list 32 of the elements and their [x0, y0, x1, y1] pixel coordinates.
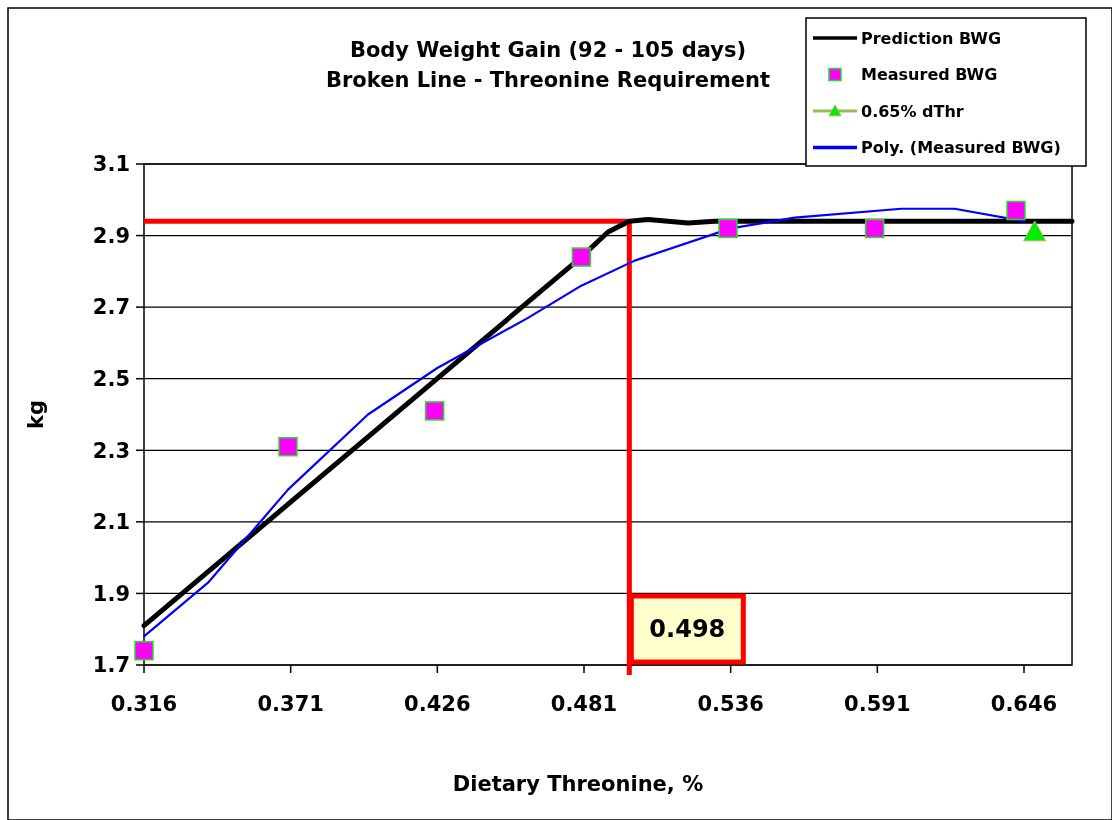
point — [278, 436, 298, 457]
y-tick-label: 3.1 — [92, 152, 130, 177]
legend-label: Measured BWG — [861, 65, 998, 85]
point — [1006, 200, 1026, 221]
x-tick-label: 0.371 — [257, 692, 324, 716]
ref-line-label: 0.498 — [649, 615, 726, 644]
y-tick-label: 2.9 — [92, 223, 130, 248]
y-tick-label: 1.7 — [92, 653, 130, 678]
x-tick-label: 0.536 — [697, 692, 764, 716]
x-tick-label: 0.316 — [110, 692, 178, 716]
point — [1023, 220, 1047, 242]
legend-label: 0.65% dThr — [861, 101, 964, 121]
y-tick-label: 2.7 — [92, 295, 130, 320]
y-tick-label: 1.9 — [92, 581, 130, 606]
x-tick-label: 0.426 — [404, 692, 471, 716]
legend-label: Prediction BWG — [861, 28, 1002, 48]
x-tick-label: 0.646 — [990, 692, 1058, 716]
x-tick-label: 0.591 — [844, 692, 911, 716]
chart-title: Body Weight Gain (92 - 105 days) — [349, 38, 747, 63]
y-tick-label: 2.1 — [92, 510, 130, 535]
point — [424, 401, 445, 421]
x-axis-title: Dietary Threonine, % — [452, 772, 704, 797]
point — [571, 247, 592, 267]
point — [718, 218, 738, 239]
y-tick-label: 2.3 — [92, 438, 130, 463]
legend-label: Poly. (Measured BWG) — [861, 138, 1061, 158]
x-tick-label: 0.481 — [550, 692, 618, 716]
y-tick-label: 2.5 — [92, 367, 130, 392]
point — [864, 218, 885, 239]
point — [134, 640, 154, 661]
chart-subtitle: Broken Line - Threonine Requirement — [325, 68, 771, 93]
y-axis-title: kg — [24, 400, 49, 429]
